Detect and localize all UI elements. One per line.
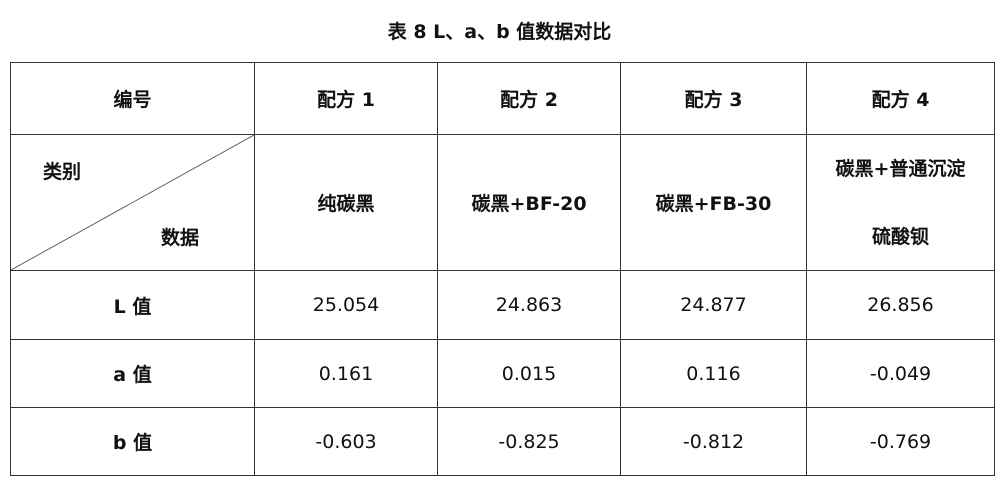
table-row: a 值 0.161 0.015 0.116 -0.049: [10, 339, 995, 408]
category-line: 碳黑+普通沉淀: [835, 157, 966, 180]
category-cell: 碳黑+BF-20: [437, 134, 621, 271]
corner-bottom-label: 数据: [161, 227, 200, 249]
value-cell: 0.015: [437, 339, 621, 408]
value-cell: 25.054: [254, 270, 438, 340]
header-corner: 编号: [10, 62, 255, 135]
header-col: 配方 4: [806, 62, 995, 135]
category-cell: 碳黑+FB-30: [620, 134, 807, 271]
row-label: a 值: [10, 339, 255, 408]
value-cell: 24.877: [620, 270, 807, 340]
category-line: 硫酸钡: [871, 225, 929, 248]
value-cell: -0.825: [437, 407, 621, 476]
value-cell: -0.603: [254, 407, 438, 476]
diagonal-corner-cell: 类别 数据: [10, 134, 255, 271]
value-cell: -0.812: [620, 407, 807, 476]
data-table: 编号 配方 1 配方 2 配方 3 配方 4 类别 数据 纯碳黑 碳黑+BF-2…: [10, 62, 995, 476]
header-col: 配方 2: [437, 62, 621, 135]
value-cell: 0.116: [620, 339, 807, 408]
value-cell: 24.863: [437, 270, 621, 340]
value-cell: -0.769: [806, 407, 995, 476]
value-cell: 26.856: [806, 270, 995, 340]
row-label: b 值: [10, 407, 255, 476]
header-row: 编号 配方 1 配方 2 配方 3 配方 4: [10, 62, 995, 135]
table-title: 表 8 L、a、b 值数据对比: [387, 21, 612, 43]
value-cell: -0.049: [806, 339, 995, 408]
corner-top-label: 类别: [43, 161, 82, 183]
diagonal-line: [11, 135, 254, 270]
table-row: b 值 -0.603 -0.825 -0.812 -0.769: [10, 407, 995, 476]
category-row: 类别 数据 纯碳黑 碳黑+BF-20 碳黑+FB-30 碳黑+普通沉淀 硫酸钡: [10, 134, 995, 271]
row-label: L 值: [10, 270, 255, 340]
category-cell: 碳黑+普通沉淀 硫酸钡: [806, 134, 995, 271]
category-cell: 纯碳黑: [254, 134, 438, 271]
value-cell: 0.161: [254, 339, 438, 408]
header-col: 配方 3: [620, 62, 807, 135]
table-row: L 值 25.054 24.863 24.877 26.856: [10, 270, 995, 340]
header-col: 配方 1: [254, 62, 438, 135]
